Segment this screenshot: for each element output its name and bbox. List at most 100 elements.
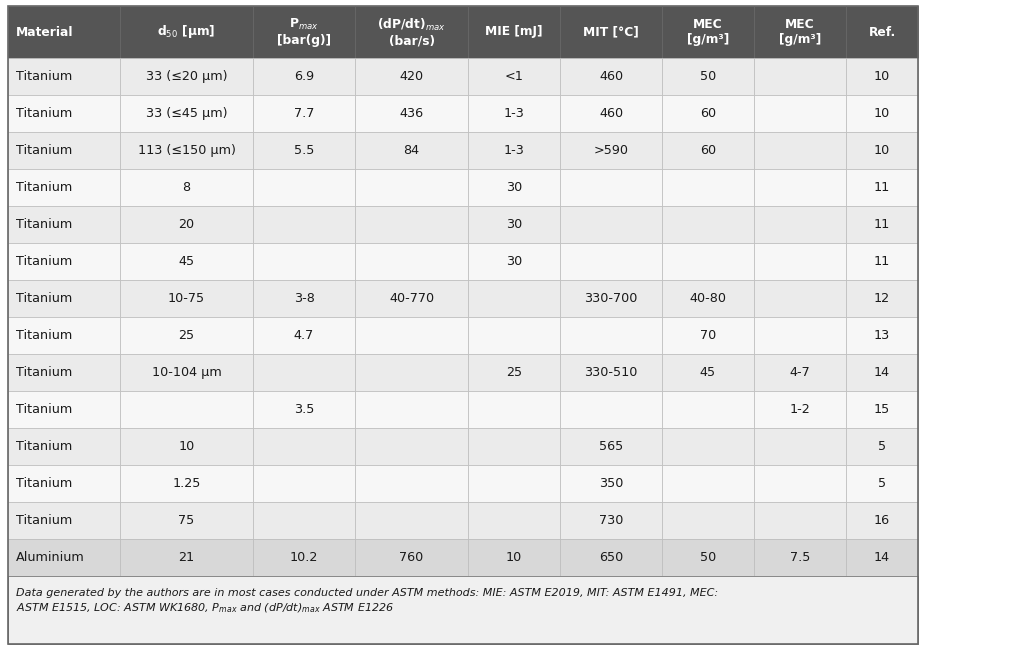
Bar xyxy=(120,428,253,465)
Text: Titanium: Titanium xyxy=(16,70,73,83)
Text: 5.5: 5.5 xyxy=(294,144,314,157)
Bar xyxy=(846,280,918,317)
Bar xyxy=(468,6,560,58)
Text: ASTM E1515, LOC: ASTM WK1680, P$_{max}$ and (dP/dt)$_{max}$ ASTM E1226: ASTM E1515, LOC: ASTM WK1680, P$_{max}$ … xyxy=(16,602,394,615)
Text: 5: 5 xyxy=(878,440,886,453)
Text: Material: Material xyxy=(16,25,74,38)
Bar xyxy=(560,354,662,391)
Text: 84: 84 xyxy=(403,144,420,157)
Bar xyxy=(662,502,754,539)
Bar xyxy=(662,354,754,391)
Bar xyxy=(846,169,918,206)
Bar xyxy=(8,169,120,206)
Text: MIE [mJ]: MIE [mJ] xyxy=(485,25,543,38)
Bar xyxy=(662,58,754,95)
Text: 10: 10 xyxy=(506,551,522,564)
Text: 760: 760 xyxy=(399,551,424,564)
Bar xyxy=(846,95,918,132)
Bar xyxy=(120,391,253,428)
Bar xyxy=(253,391,355,428)
Text: 50: 50 xyxy=(699,551,716,564)
Bar xyxy=(355,243,468,280)
Text: 10: 10 xyxy=(178,440,195,453)
Text: 60: 60 xyxy=(700,144,716,157)
Bar xyxy=(120,95,253,132)
Text: 15: 15 xyxy=(873,403,890,416)
Bar xyxy=(468,169,560,206)
Bar xyxy=(754,317,846,354)
Bar xyxy=(560,502,662,539)
Bar xyxy=(253,317,355,354)
Bar xyxy=(120,280,253,317)
Text: 16: 16 xyxy=(873,514,890,527)
Bar xyxy=(253,95,355,132)
Bar xyxy=(355,206,468,243)
Bar xyxy=(8,391,120,428)
Bar xyxy=(8,280,120,317)
Bar xyxy=(8,6,918,644)
Bar xyxy=(468,465,560,502)
Bar xyxy=(120,243,253,280)
Bar xyxy=(8,132,120,169)
Bar xyxy=(355,465,468,502)
Bar xyxy=(846,465,918,502)
Text: 330-510: 330-510 xyxy=(585,366,638,379)
Bar xyxy=(468,354,560,391)
Text: 460: 460 xyxy=(599,107,623,120)
Text: 1-3: 1-3 xyxy=(504,144,524,157)
Bar xyxy=(120,169,253,206)
Bar xyxy=(560,95,662,132)
Bar xyxy=(662,6,754,58)
Text: 350: 350 xyxy=(599,477,624,490)
Text: 14: 14 xyxy=(873,366,890,379)
Bar xyxy=(8,465,120,502)
Text: 14: 14 xyxy=(873,551,890,564)
Text: 6.9: 6.9 xyxy=(294,70,314,83)
Text: Titanium: Titanium xyxy=(16,477,73,490)
Text: 21: 21 xyxy=(178,551,195,564)
Text: d$_{50}$ [μm]: d$_{50}$ [μm] xyxy=(158,23,216,40)
Text: 4.7: 4.7 xyxy=(294,329,314,342)
Bar xyxy=(253,6,355,58)
Bar xyxy=(253,169,355,206)
Bar xyxy=(754,6,846,58)
Bar xyxy=(8,317,120,354)
Bar xyxy=(846,243,918,280)
Text: 1.25: 1.25 xyxy=(172,477,201,490)
Text: 10: 10 xyxy=(873,144,890,157)
Bar xyxy=(560,206,662,243)
Text: Data generated by the authors are in most cases conducted under ASTM methods: MI: Data generated by the authors are in mos… xyxy=(16,588,718,598)
Text: 565: 565 xyxy=(599,440,624,453)
Bar xyxy=(8,206,120,243)
Text: 10-104 μm: 10-104 μm xyxy=(152,366,221,379)
Bar xyxy=(846,317,918,354)
Bar xyxy=(560,539,662,576)
Text: 60: 60 xyxy=(700,107,716,120)
Bar xyxy=(253,132,355,169)
Text: 1-2: 1-2 xyxy=(790,403,810,416)
Text: 10: 10 xyxy=(873,107,890,120)
Bar xyxy=(560,243,662,280)
Text: 13: 13 xyxy=(873,329,890,342)
Bar xyxy=(662,391,754,428)
Bar xyxy=(120,502,253,539)
Bar xyxy=(662,280,754,317)
Bar xyxy=(754,132,846,169)
Bar xyxy=(662,243,754,280)
Text: 8: 8 xyxy=(182,181,190,194)
Bar xyxy=(253,354,355,391)
Bar xyxy=(8,354,120,391)
Bar xyxy=(355,502,468,539)
Bar xyxy=(355,58,468,95)
Bar xyxy=(754,391,846,428)
Bar xyxy=(560,391,662,428)
Bar xyxy=(662,428,754,465)
Bar xyxy=(468,428,560,465)
Bar xyxy=(120,132,253,169)
Bar xyxy=(662,169,754,206)
Bar xyxy=(846,502,918,539)
Bar xyxy=(846,58,918,95)
Bar xyxy=(468,391,560,428)
Text: Titanium: Titanium xyxy=(16,218,73,231)
Bar xyxy=(8,428,120,465)
